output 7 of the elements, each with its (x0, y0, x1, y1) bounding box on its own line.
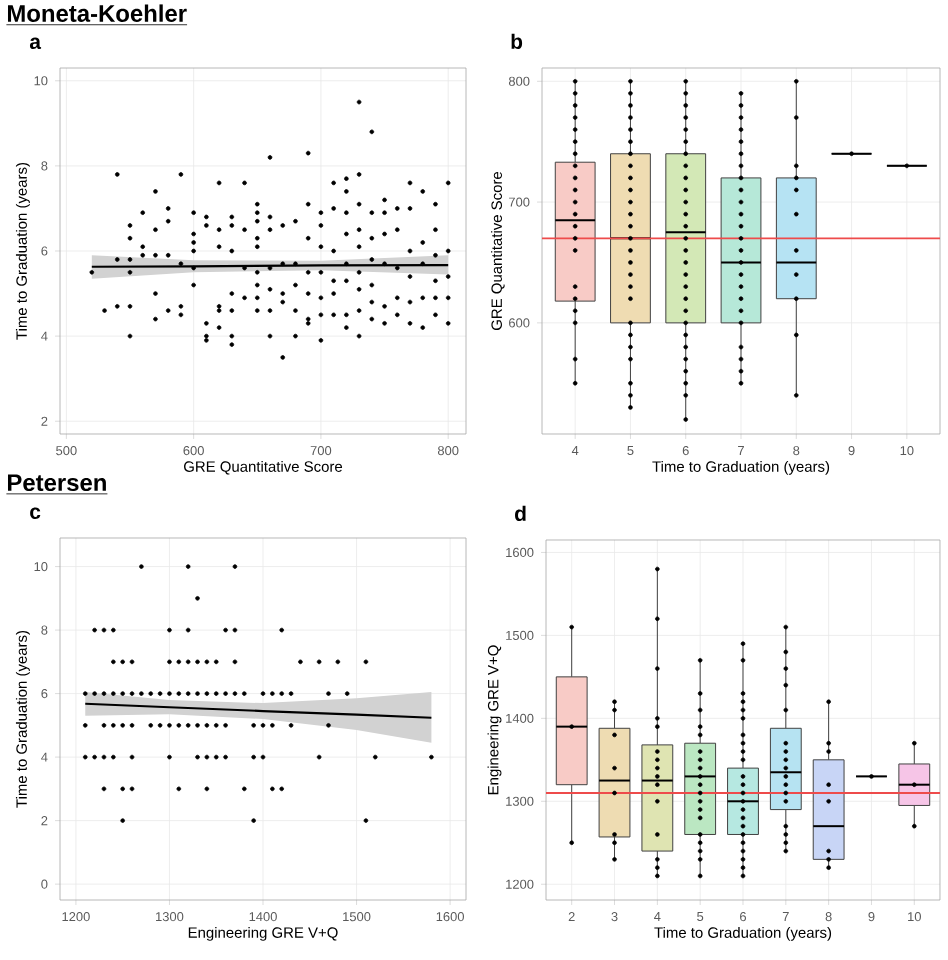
chart-title: b (511, 33, 523, 50)
text: Petersen (7, 474, 106, 492)
chart-title: a (29, 37, 42, 50)
text: Moneta-Koehler (7, 4, 187, 22)
chart-title: c (30, 507, 41, 520)
chart-title: d (515, 505, 526, 522)
line-series (84, 702, 433, 719)
